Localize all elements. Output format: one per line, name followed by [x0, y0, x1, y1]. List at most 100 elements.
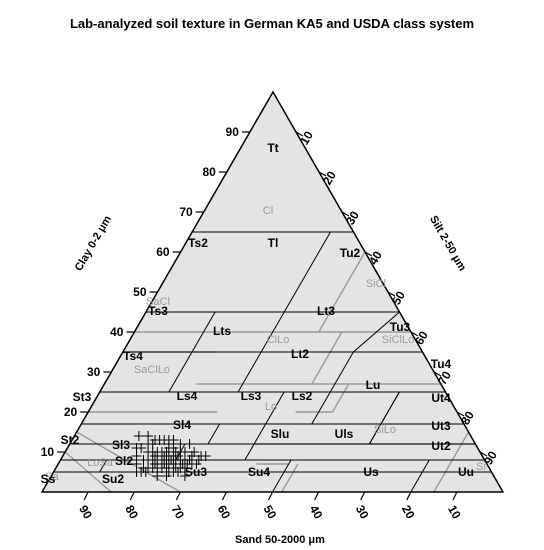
- usda-label-sacllo: SaClLo: [134, 364, 170, 376]
- silt-tick-mark-30: [341, 211, 350, 217]
- sand-tick-mark-30: [360, 491, 366, 501]
- usda-boundary-9: [281, 463, 299, 493]
- ka5-label-sl3: Sl3: [112, 438, 130, 452]
- sand-tick-mark-80: [129, 491, 135, 501]
- ka5-label-su4: Su4: [248, 465, 270, 479]
- ka5-label-sl4: Sl4: [173, 418, 191, 432]
- ka5-label-uls: Uls: [335, 427, 354, 441]
- ka5-label-ss: Ss: [41, 472, 56, 486]
- sand-tick-mark-70: [175, 491, 181, 501]
- silt-tick-40: 40: [366, 248, 385, 267]
- usda-label-lo: Lo: [265, 401, 277, 413]
- silt-tick-20: 20: [320, 168, 339, 187]
- ka5-boundary-22: [410, 471, 423, 493]
- ka5-label-lt2: Lt2: [291, 347, 309, 361]
- ka5-label-tu3: Tu3: [390, 320, 411, 334]
- ka5-label-ts2: Ts2: [188, 236, 208, 250]
- silt-tick-mark-10: [295, 131, 304, 137]
- ka5-boundary-25: [207, 423, 221, 445]
- ka5-boundary-17: [244, 443, 255, 461]
- data-point-61: [173, 451, 184, 461]
- sand-tick-80: 80: [122, 503, 141, 522]
- sand-tick-30: 30: [353, 503, 372, 522]
- data-point-56: [154, 435, 165, 445]
- data-point-69: [179, 463, 190, 473]
- ka5-boundary-27: [99, 459, 108, 473]
- data-point-18: [186, 451, 197, 461]
- ka5-label-lts: Lts: [213, 324, 231, 338]
- usda-boundary-3: [311, 331, 343, 385]
- ka5-boundary-24: [311, 391, 331, 425]
- ka5-label-tt: Tt: [267, 141, 278, 155]
- silt-axis-title: Silt 2-50 μm: [427, 214, 468, 274]
- ka5-label-ts3: Ts3: [148, 304, 168, 318]
- silt-tick-90: 90: [481, 448, 500, 467]
- ka5-label-us: Us: [363, 465, 379, 479]
- sand-tick-mark-60: [221, 491, 227, 501]
- sand-tick-mark-90: [83, 491, 89, 501]
- data-point-55: [131, 443, 142, 453]
- usda-label-sicl: SiCl: [366, 278, 386, 290]
- usda-class-labels: Cl SiCl SaCl ClLo SiClLo SaClLo Lo SiLo LoSa Sa Si: [45, 205, 486, 483]
- data-point-58: [152, 455, 163, 465]
- data-point-34: [168, 467, 179, 477]
- usda-label-si: Si: [476, 461, 486, 473]
- data-point-52: [200, 451, 211, 461]
- data-point-53: [184, 439, 195, 449]
- silt-tick-mark-80: [456, 411, 465, 417]
- clay-tick-50: 50: [133, 285, 147, 299]
- data-point-31: [189, 447, 200, 457]
- ka5-label-lt3: Lt3: [317, 304, 335, 318]
- ka5-boundary-12: [329, 351, 354, 393]
- ka5-boundary-9: [191, 311, 216, 353]
- clay-tick-80: 80: [202, 165, 216, 179]
- ka5-boundary-23: [421, 459, 430, 473]
- usda-label-cllo: ClLo: [267, 334, 290, 346]
- silt-tick-80: 80: [458, 408, 477, 427]
- data-point-62: [161, 463, 172, 473]
- clay-axis-title: Clay 0-2 μm: [73, 214, 114, 274]
- ka5-label-uu: Uu: [458, 465, 474, 479]
- ka5-class-labels: Tt Ts2 Tl Tu2 Ts3 Lts Lt3 Tu3 Ts4 Lt2 Tu4 Lu St3 Ls4 L…: [41, 141, 474, 486]
- ka5-label-ls2: Ls2: [292, 389, 313, 403]
- sand-tick-10: 10: [445, 503, 464, 522]
- silt-tick-mark-90: [479, 451, 488, 457]
- silt-tick-60: 60: [412, 328, 431, 347]
- sand-tick-40: 40: [307, 503, 326, 522]
- ka5-boundary-8: [283, 231, 331, 313]
- usda-label-losa: LoSa: [87, 457, 114, 469]
- ka5-label-ut3: Ut3: [431, 419, 451, 433]
- silt-tick-mark-70: [433, 371, 442, 377]
- sand-axis-title: Sand 50-2000 μm: [235, 534, 325, 546]
- silt-tick-mark-50: [387, 291, 396, 297]
- silt-tick-mark-40: [364, 251, 373, 257]
- clay-tick-60: 60: [156, 245, 170, 259]
- ka5-label-ls4: Ls4: [177, 389, 198, 403]
- usda-boundary-12: [76, 431, 181, 493]
- sand-tick-20: 20: [399, 503, 418, 522]
- data-point-25: [133, 431, 144, 441]
- silt-tick-30: 30: [343, 208, 362, 227]
- data-point-68: [170, 463, 181, 473]
- ka5-label-st2: St2: [61, 433, 80, 447]
- clay-tick-40: 40: [110, 325, 124, 339]
- data-point-67: [131, 467, 142, 477]
- data-point-64: [184, 455, 195, 465]
- clay-tick-30: 30: [87, 365, 101, 379]
- ka5-boundary-16: [253, 423, 267, 445]
- ka5-label-st3: St3: [73, 390, 92, 404]
- usda-label-sicllo: SiClLo: [382, 334, 414, 346]
- sand-tick-mark-40: [314, 491, 320, 501]
- axis-ticks: 10 20 30 40 50 60 70 80 90 10 20 30 40 50 60 70 80 90 90 80…: [41, 125, 500, 522]
- ka5-label-tu2: Tu2: [340, 246, 361, 260]
- clay-tick-90: 90: [226, 125, 240, 139]
- ka5-label-sl2: Sl2: [115, 454, 133, 468]
- clay-tick-70: 70: [179, 205, 193, 219]
- sand-tick-70: 70: [168, 503, 187, 522]
- data-point-57: [168, 435, 179, 445]
- usda-label-cl: Cl: [263, 205, 273, 217]
- usda-label-sacl: SaCl: [146, 296, 170, 308]
- ka5-label-ts4: Ts4: [123, 349, 143, 363]
- ka5-boundary-13: [353, 311, 400, 353]
- sand-tick-90: 90: [76, 503, 95, 522]
